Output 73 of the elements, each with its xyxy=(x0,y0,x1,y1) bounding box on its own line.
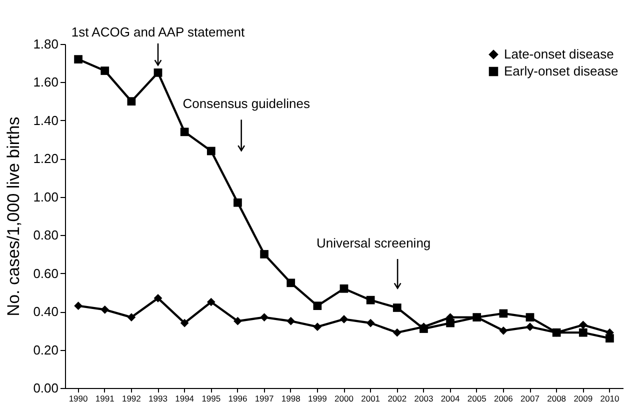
point xyxy=(74,55,82,64)
x-tick-label: 2006 xyxy=(494,394,514,404)
y-tick-label: 0.00 xyxy=(33,380,58,396)
legend-label: Early-onset disease xyxy=(504,64,618,78)
y-tick-label: 1.00 xyxy=(33,189,58,204)
point xyxy=(234,316,242,326)
x-tick-label: 2002 xyxy=(388,394,407,404)
point xyxy=(499,326,508,335)
point xyxy=(526,313,534,322)
y-tick-label: 0.20 xyxy=(33,342,58,358)
point xyxy=(472,313,482,322)
y-axis-title: No. cases/1,000 live births xyxy=(4,116,24,316)
point xyxy=(206,146,216,156)
y-tick-label: 0.80 xyxy=(33,228,58,243)
y-tick-label: 0.40 xyxy=(33,304,58,320)
point xyxy=(552,328,561,337)
point xyxy=(340,284,348,293)
x-tick-label: 2009 xyxy=(574,394,593,404)
point xyxy=(180,128,189,136)
point xyxy=(127,97,136,106)
x-tick-label: 2004 xyxy=(440,394,460,404)
point xyxy=(499,309,508,318)
x-tick-label: 2007 xyxy=(520,394,540,404)
x-tick-label: 2005 xyxy=(467,394,487,404)
point xyxy=(392,328,402,337)
point xyxy=(100,66,110,75)
y-tick-label: 1.40 xyxy=(33,112,58,128)
point xyxy=(340,315,348,324)
x-tick-label: 1999 xyxy=(308,394,328,404)
point xyxy=(313,302,322,310)
point xyxy=(366,296,375,304)
point xyxy=(74,302,82,310)
point xyxy=(234,198,242,207)
x-tick-label: 1995 xyxy=(202,394,221,404)
x-tick-label: 1997 xyxy=(254,394,274,404)
x-tick-label: 1994 xyxy=(175,394,194,404)
y-tick-label: 1.80 xyxy=(33,36,58,52)
point xyxy=(366,318,375,328)
point xyxy=(260,250,268,258)
annotation: Consensus guidelines xyxy=(182,96,310,112)
point xyxy=(606,334,614,342)
x-tick-label: 1991 xyxy=(95,394,115,404)
x-tick-label: 1993 xyxy=(148,394,168,404)
point xyxy=(578,320,588,330)
y-tick-label: 0.60 xyxy=(33,266,58,281)
legend-label: Late-onset disease xyxy=(504,46,614,62)
point xyxy=(206,298,216,306)
point xyxy=(446,318,454,328)
annotation: Universal screening xyxy=(316,236,431,251)
point xyxy=(127,313,136,322)
x-tick-label: 2001 xyxy=(361,394,380,404)
point xyxy=(154,68,162,77)
x-tick-label: 1996 xyxy=(228,394,248,404)
x-tick-label: 2003 xyxy=(414,394,434,404)
y-tick-label: 1.20 xyxy=(33,151,58,166)
x-tick-label: 2000 xyxy=(334,394,354,404)
annotation: 1st ACOG and AAP statement xyxy=(71,24,245,40)
point xyxy=(154,294,162,302)
point xyxy=(286,316,296,326)
point xyxy=(526,322,534,332)
y-tick-label: 1.60 xyxy=(33,74,58,90)
point xyxy=(100,305,110,314)
x-tick-label: 2008 xyxy=(547,394,566,404)
point xyxy=(260,313,268,322)
point xyxy=(286,278,296,288)
x-tick-label: 1990 xyxy=(68,394,88,404)
x-tick-label: 1998 xyxy=(281,394,301,404)
point xyxy=(578,328,588,337)
point xyxy=(313,322,322,332)
point xyxy=(180,318,189,328)
point xyxy=(392,304,402,312)
x-tick-label: 1992 xyxy=(122,394,142,404)
x-tick-label: 2010 xyxy=(600,394,620,404)
